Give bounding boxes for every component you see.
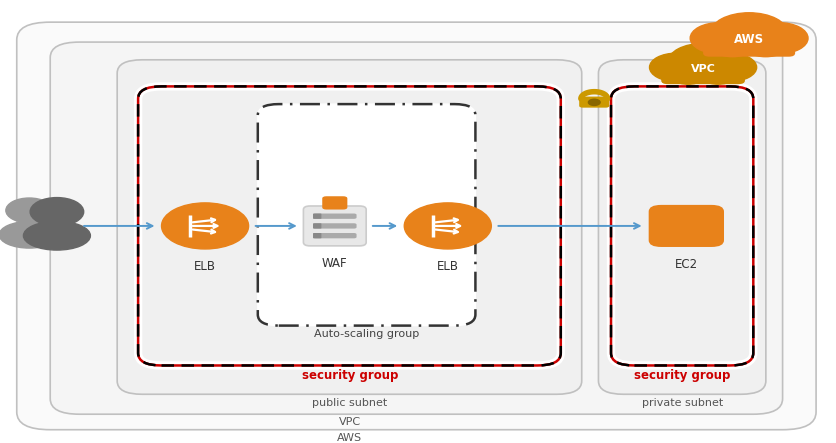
FancyBboxPatch shape <box>313 223 356 229</box>
FancyBboxPatch shape <box>313 223 321 229</box>
FancyBboxPatch shape <box>17 22 815 430</box>
Circle shape <box>666 62 708 84</box>
Text: security group: security group <box>301 369 398 381</box>
FancyBboxPatch shape <box>579 97 609 108</box>
FancyBboxPatch shape <box>322 196 347 210</box>
Text: security group: security group <box>633 369 730 381</box>
Ellipse shape <box>0 222 59 248</box>
FancyBboxPatch shape <box>303 206 366 246</box>
FancyBboxPatch shape <box>313 214 356 219</box>
FancyBboxPatch shape <box>660 69 744 84</box>
Text: VPC: VPC <box>339 417 360 427</box>
FancyBboxPatch shape <box>648 205 723 247</box>
Circle shape <box>702 53 756 82</box>
FancyBboxPatch shape <box>313 233 356 238</box>
Circle shape <box>30 198 84 226</box>
Text: AWS: AWS <box>337 433 362 443</box>
Text: public subnet: public subnet <box>312 398 387 408</box>
FancyBboxPatch shape <box>50 42 782 414</box>
FancyBboxPatch shape <box>117 60 581 394</box>
Text: Auto-scaling group: Auto-scaling group <box>314 329 419 339</box>
Circle shape <box>709 32 755 57</box>
Text: EC2: EC2 <box>674 258 697 271</box>
FancyBboxPatch shape <box>313 214 321 219</box>
Text: AWS: AWS <box>733 33 763 47</box>
Circle shape <box>161 203 248 249</box>
FancyBboxPatch shape <box>598 60 765 394</box>
Text: VPC: VPC <box>690 64 715 74</box>
Ellipse shape <box>23 222 90 250</box>
Text: ELB: ELB <box>194 260 216 273</box>
Circle shape <box>748 23 807 54</box>
Circle shape <box>696 62 738 84</box>
Circle shape <box>588 99 599 105</box>
Text: private subnet: private subnet <box>640 398 722 408</box>
Circle shape <box>667 43 737 81</box>
FancyBboxPatch shape <box>313 233 321 238</box>
Circle shape <box>649 53 702 82</box>
Circle shape <box>710 13 787 54</box>
Circle shape <box>742 32 788 57</box>
Circle shape <box>6 198 53 223</box>
Circle shape <box>404 203 491 249</box>
FancyBboxPatch shape <box>702 40 794 57</box>
Text: ELB: ELB <box>436 260 458 273</box>
Circle shape <box>690 23 748 54</box>
Text: WAF: WAF <box>322 257 347 270</box>
FancyBboxPatch shape <box>257 104 475 326</box>
